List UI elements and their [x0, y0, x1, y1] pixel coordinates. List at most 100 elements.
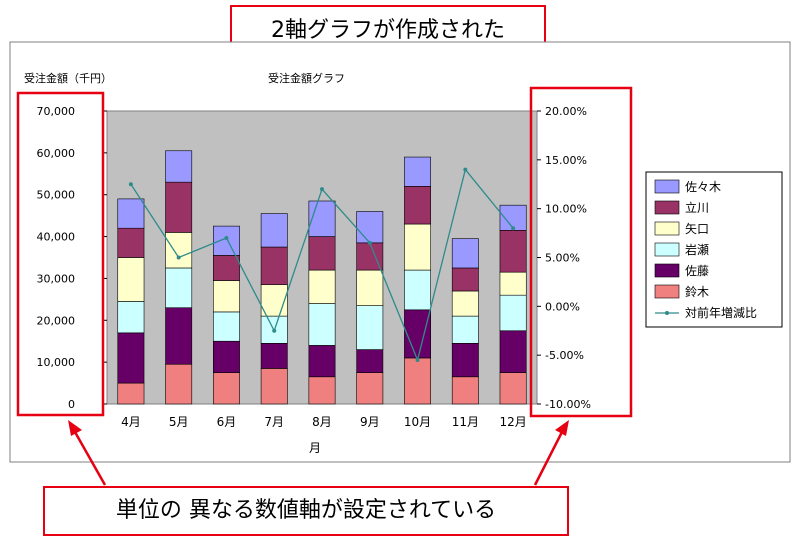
- y-tick-label: 50,000: [37, 189, 76, 202]
- bar-segment: [356, 305, 384, 350]
- bar-segment: [213, 372, 240, 405]
- y2-tick-label: -5.00%: [545, 349, 584, 362]
- right-arrow-head: [555, 420, 569, 436]
- line-point: [128, 182, 133, 187]
- bar-segment: [117, 198, 145, 229]
- x-axis-ticks: 4月 5月 6月 7月 8月 9月 10月 11月 12月: [121, 415, 527, 429]
- x-tick-label: 7月: [264, 415, 284, 429]
- bar-segment: [308, 236, 336, 271]
- x-tick-label: 6月: [217, 415, 237, 429]
- bar-segment: [404, 269, 431, 311]
- bar-segment: [499, 271, 527, 296]
- y2-tick-label: -10.00%: [545, 398, 591, 411]
- bar-segment: [213, 311, 240, 342]
- y-tick-label: 20,000: [37, 314, 76, 327]
- bar-segment: [308, 303, 336, 346]
- line-series: [128, 167, 516, 363]
- line-point: [272, 328, 277, 333]
- bar-segment: [499, 372, 527, 405]
- y-tick-label: 30,000: [37, 272, 76, 285]
- legend-swatch: [654, 221, 680, 236]
- legend-swatch: [654, 242, 680, 257]
- bar-segment: [117, 227, 145, 258]
- y2-tick-label: 10.00%: [545, 203, 587, 216]
- line-point: [511, 226, 516, 231]
- bar-segment: [451, 376, 479, 405]
- bar-segment: [356, 349, 384, 373]
- y-tick-label: 0: [68, 398, 75, 411]
- bar-segment: [404, 309, 431, 359]
- chart-title: 受注金額グラフ: [268, 71, 345, 85]
- line-point: [224, 235, 229, 240]
- line-point: [367, 240, 372, 245]
- bar-segment: [213, 340, 240, 373]
- bar-segment: [356, 372, 384, 405]
- legend-label: 矢口: [685, 222, 709, 236]
- bar-segment: [451, 290, 479, 317]
- bar-segment: [404, 186, 431, 225]
- legend-swatch: [654, 284, 680, 299]
- bar-segment: [260, 284, 288, 317]
- bar-segment: [308, 200, 336, 237]
- legend-label: 立川: [685, 200, 709, 215]
- bar-segment: [165, 363, 193, 405]
- bar-segment: [260, 343, 288, 369]
- right-axis-highlight: [529, 86, 633, 418]
- y-tick-label: 70,000: [37, 105, 76, 118]
- bar-segment: [308, 376, 336, 405]
- line-point: [320, 187, 324, 192]
- x-axis-title: 月: [309, 441, 321, 455]
- legend-label: 岩瀬: [685, 242, 709, 257]
- bar-segment: [260, 368, 288, 405]
- legend-label: 鈴木: [685, 284, 709, 299]
- line-point: [415, 358, 420, 363]
- legend-label: 佐藤: [685, 264, 709, 278]
- legend-line-marker: [665, 311, 669, 315]
- y2-tick-label: 20.00%: [545, 105, 587, 118]
- y2-tick-label: 5.00%: [545, 252, 580, 265]
- line-point: [463, 167, 468, 172]
- bar-segment: [165, 307, 193, 365]
- x-tick-label: 10月: [404, 415, 431, 429]
- bar-segment: [404, 156, 431, 187]
- x-tick-label: 11月: [452, 415, 479, 429]
- x-tick-label: 8月: [312, 415, 332, 429]
- bar-segment: [499, 330, 527, 373]
- left-arrow-shaft: [73, 431, 107, 486]
- line-point: [176, 255, 181, 260]
- bar-segment: [117, 301, 145, 334]
- bar-segment: [451, 343, 479, 378]
- bar-segment: [165, 232, 193, 269]
- bar-segment: [356, 211, 384, 244]
- legend-swatch: [654, 263, 680, 278]
- bar-segment: [356, 269, 384, 306]
- y-tick-label: 60,000: [37, 147, 76, 160]
- bar-segment: [260, 246, 288, 286]
- bar-segment: [451, 238, 479, 269]
- left-y-axis-ticks: 70,000 60,000 50,000 40,000 30,000 20,000 10,0…: [37, 105, 107, 411]
- left-arrow-head: [68, 420, 82, 436]
- x-tick-label: 4月: [121, 415, 141, 429]
- bar-segment: [308, 269, 336, 304]
- bar-segment: [213, 280, 240, 313]
- bar-segment: [213, 255, 240, 281]
- y-axis-title: 受注金額（千円）: [24, 71, 112, 85]
- legend-swatch: [654, 179, 680, 194]
- bar-segment: [451, 267, 479, 292]
- bottom-callout: 単位の 異なる数値軸が設定されている: [43, 486, 569, 536]
- right-y-axis-ticks: 20.00% 15.00% 10.00% 5.00% 0.00% -5.00% -10.00…: [537, 105, 591, 411]
- legend-label: 佐々木: [685, 180, 721, 194]
- bar-segment: [117, 257, 145, 302]
- bar-segment: [117, 332, 145, 384]
- bar-segment: [213, 225, 240, 256]
- legend-label: 対前年増減比: [685, 305, 757, 320]
- x-tick-label: 9月: [360, 415, 380, 429]
- bar-segment: [404, 357, 431, 405]
- bar-segment: [165, 150, 193, 183]
- y2-tick-label: 0.00%: [545, 300, 580, 313]
- bar-segment: [451, 315, 479, 344]
- bar-segment: [260, 213, 288, 248]
